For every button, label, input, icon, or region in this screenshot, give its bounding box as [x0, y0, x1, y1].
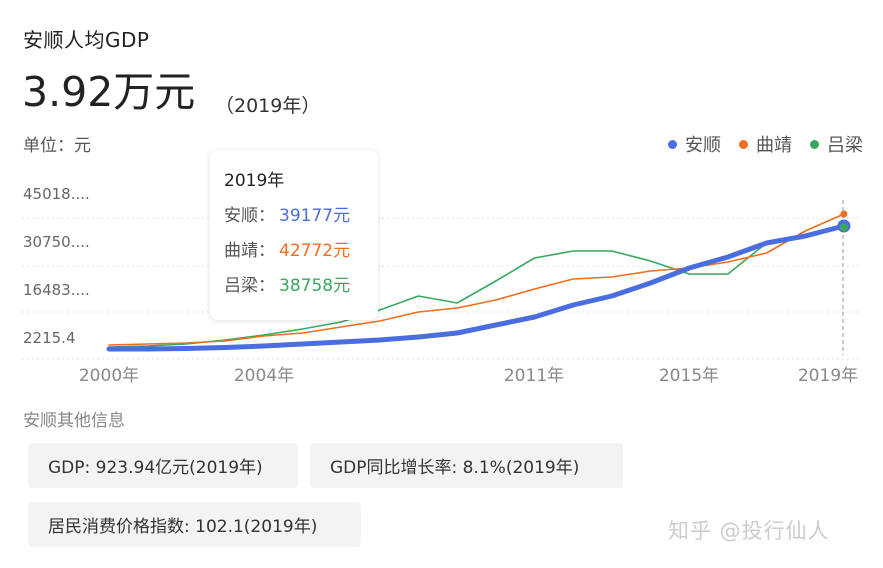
legend-dot-icon	[668, 139, 677, 149]
y-tick-label: 2215.4	[23, 329, 76, 347]
series-line	[108, 226, 845, 348]
chart-series	[106, 210, 851, 352]
headline-value: 3.92万元	[22, 68, 196, 116]
tooltip-label: 曲靖：	[224, 241, 275, 261]
headline-year: （2019年）	[215, 95, 321, 117]
tooltip-label: 吕梁：	[224, 276, 275, 296]
tooltip-year: 2019年	[224, 171, 285, 191]
info-chip-gdp-growth[interactable]: GDP同比增长率: 8.1%(2019年)	[310, 443, 623, 488]
card-title: 安顺人均GDP	[23, 28, 150, 52]
series-line	[106, 223, 847, 352]
data-point-marker	[839, 223, 848, 232]
unit-label: 单位：元	[23, 136, 91, 156]
legend-item-lvliang[interactable]: 吕梁	[810, 131, 863, 157]
tooltip-value: 42772元	[279, 241, 351, 261]
tooltip-label: 安顺：	[224, 206, 275, 226]
other-info-title: 安顺其他信息	[23, 411, 125, 431]
legend-label: 安顺	[685, 135, 721, 156]
tooltip-row-anshun: 安顺： 39177元	[224, 201, 364, 226]
info-chip-cpi[interactable]: 居民消费价格指数: 102.1(2019年)	[28, 502, 361, 547]
tooltip-value: 38758元	[279, 276, 351, 296]
y-tick-label: 30750....	[23, 233, 90, 251]
legend-dot-icon	[739, 139, 748, 149]
chart-gridlines	[22, 217, 862, 360]
tooltip-row-qujing: 曲靖： 42772元	[224, 236, 364, 261]
x-tick-label: 2011年	[503, 366, 565, 386]
chart-legend: 安顺 曲靖 吕梁	[668, 131, 863, 157]
series-line	[108, 213, 845, 346]
legend-item-anshun[interactable]: 安顺	[668, 131, 721, 157]
info-chip-gdp[interactable]: GDP: 923.94亿元(2019年)	[28, 443, 298, 488]
legend-label: 吕梁	[827, 135, 863, 156]
y-tick-label: 45018....	[23, 185, 90, 203]
tooltip-value: 39177元	[279, 206, 351, 226]
line-chart[interactable]	[0, 0, 883, 400]
y-tick-label: 16483....	[23, 281, 90, 299]
x-tick-label: 2019年	[797, 366, 859, 386]
legend-dot-icon	[810, 139, 819, 149]
watermark: 知乎 @投行仙人	[668, 519, 830, 543]
data-point-marker	[840, 210, 848, 218]
x-tick-label: 2000年	[78, 366, 140, 386]
legend-label: 曲靖	[756, 135, 792, 156]
x-tick-label: 2004年	[233, 366, 295, 386]
chart-tooltip: 2019年 安顺： 39177元 曲靖： 42772元 吕梁： 38758元	[210, 150, 378, 320]
x-tick-label: 2015年	[658, 366, 720, 386]
legend-item-qujing[interactable]: 曲靖	[739, 131, 792, 157]
tooltip-row-lvliang: 吕梁： 38758元	[224, 271, 364, 296]
